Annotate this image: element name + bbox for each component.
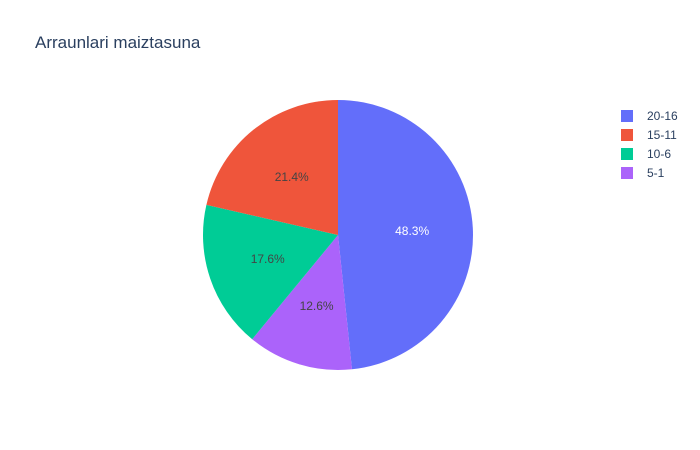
legend-swatch-20-16 [621,109,633,122]
legend: 20-16 15-11 10-6 5-1 [621,106,678,182]
chart-title: Arraunlari maiztasuna [35,33,201,52]
legend-swatch-15-11 [621,128,633,141]
slice-label-15-11: 21.4% [275,170,309,184]
legend-item-20-16[interactable]: 20-16 [621,106,678,125]
legend-label: 10-6 [647,146,672,161]
legend-item-15-11[interactable]: 15-11 [621,125,678,144]
pie-slice-10-6[interactable] [203,204,338,340]
legend-item-10-6[interactable]: 10-6 [621,144,678,163]
legend-label: 20-16 [647,108,678,123]
legend-label: 15-11 [647,127,677,142]
legend-swatch-5-1 [621,166,633,179]
legend-item-5-1[interactable]: 5-1 [621,163,678,182]
pie-slice-20-16[interactable] [338,100,473,370]
legend-label: 5-1 [647,165,665,180]
slice-label-10-6: 17.6% [251,252,285,266]
pie-slice-15-11[interactable] [206,100,338,235]
pie-slice-5-1[interactable] [252,235,352,370]
legend-swatch-10-6 [621,147,633,160]
slice-label-5-1: 12.6% [300,299,334,313]
slice-label-20-16: 48.3% [395,224,429,238]
